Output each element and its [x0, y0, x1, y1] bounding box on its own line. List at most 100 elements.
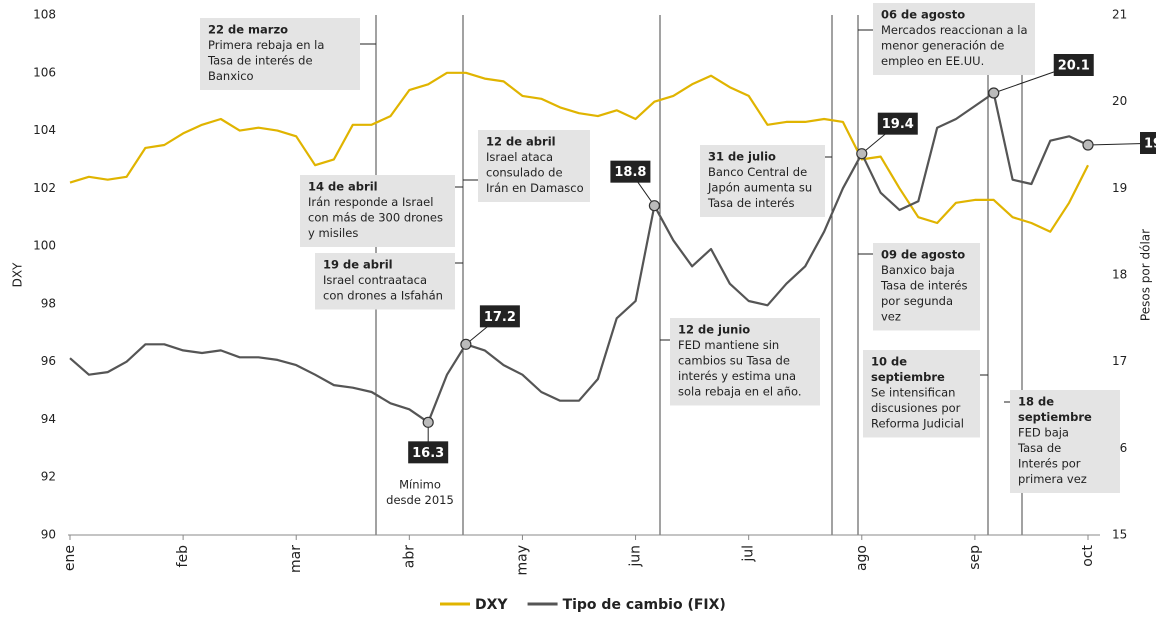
annotation-text: 14 de abril [308, 180, 378, 194]
data-point [988, 87, 1000, 99]
y-tick-label: 98 [41, 296, 56, 310]
data-label: 19.5 [1144, 137, 1156, 152]
annotation-text: empleo en EE.UU. [881, 54, 984, 68]
annotation-text: vez [881, 310, 901, 324]
annotation-text: Tasa de interés [880, 279, 968, 293]
annotation-text: Tasa de interés [707, 196, 795, 210]
y-tick-label: 92 [41, 470, 56, 484]
annotation-text: Primera rebaja en la [208, 38, 324, 52]
label-box [408, 441, 449, 464]
annotation-text: primera vez [1018, 472, 1087, 486]
annotation-text: menor generación de [881, 39, 1004, 53]
annotation-box [300, 175, 455, 247]
annotation-text: Irán responde a Israel [308, 195, 433, 209]
x-tick-label: jul [741, 545, 757, 563]
event-lines [375, 15, 1023, 535]
annotation-text: 31 de julio [708, 150, 776, 164]
x-tick-label: ene [62, 545, 78, 571]
data-point [648, 200, 661, 212]
y2-tick-label: 21 [1112, 8, 1127, 22]
annotation-text: y misiles [308, 226, 358, 240]
y-tick-label: 94 [41, 412, 56, 426]
annotation-text: interés y estima una [678, 369, 796, 383]
annotation-box [863, 350, 980, 438]
annotation-box [200, 18, 360, 90]
annotation-text: Banxico [208, 69, 254, 83]
x-tick-label: abr [401, 545, 417, 568]
annotation-box [478, 130, 590, 202]
y-tick-label: 106 [33, 65, 56, 79]
annotation-box [315, 253, 455, 310]
annotation-text: FED baja [1018, 426, 1069, 440]
annotation-text: 22 de marzo [208, 23, 288, 37]
x-tick-label: mar [288, 545, 304, 573]
data-label: 19.4 [882, 117, 914, 132]
y-tick-label: 104 [33, 123, 56, 137]
annotation-text: por segunda [881, 294, 953, 308]
data-point [460, 338, 472, 350]
data-label: 16.3 [412, 446, 444, 461]
y-tick-label: 100 [33, 239, 56, 253]
data-label: 20.1 [1058, 59, 1090, 74]
y2-axis-label: Pesos por dólar [1139, 229, 1153, 321]
y-tick-label: 96 [41, 354, 56, 368]
annotation-text: Reforma Judicial [871, 417, 964, 431]
annotation-text: consulado de [486, 166, 563, 180]
x-tick-label: feb [175, 545, 191, 568]
x-tick-label: jun [628, 545, 644, 568]
annotation-box [873, 243, 980, 331]
label-box [877, 112, 918, 135]
annotation-text: Interés por [1018, 457, 1081, 471]
x-tick-label: ago [854, 545, 870, 571]
y-tick-label: 108 [33, 8, 56, 22]
annotation-text: cambios su Tasa de [678, 354, 790, 368]
annotation-text: 12 de abril [486, 135, 556, 149]
y2-tick-label: 18 [1112, 268, 1127, 282]
annotation-text: Irán en Damasco [486, 181, 584, 195]
data-label: 18.8 [614, 165, 646, 180]
annotation-text: Mínimo [399, 478, 441, 492]
data-label: 17.2 [484, 310, 516, 325]
legend-label: Tipo de cambio (FIX) [563, 597, 726, 613]
y2-tick-label: 17 [1112, 354, 1127, 368]
series-line [69, 91, 1089, 424]
annotation-text: sola rebaja en el año. [678, 385, 802, 399]
label-box [610, 160, 651, 183]
y2-tick-label: 19 [1112, 181, 1127, 195]
annotation-text: 18 de [1018, 395, 1054, 409]
annotation-text: 10 de [871, 355, 907, 369]
annotation-text: septiembre [1018, 410, 1092, 424]
annotation-text: FED mantiene sin [678, 338, 779, 352]
annotation-text: Se intensifican [871, 386, 955, 400]
label-box [479, 305, 520, 328]
annotation-text: Israel contraataca [323, 273, 427, 287]
annotation-box [873, 3, 1035, 75]
annotation-box [700, 145, 825, 217]
series-line [69, 71, 1089, 233]
x-tick-label: oct [1080, 545, 1096, 567]
annotation-text: 12 de junio [678, 323, 750, 337]
annotation-text: Banco Central de [708, 165, 807, 179]
annotation-text: Israel ataca [486, 150, 553, 164]
y2-tick-label: 15 [1112, 528, 1127, 542]
annotation-text: Tasa de interés de [207, 54, 313, 68]
label-box [1053, 54, 1094, 76]
annotation-text: Mercados reaccionan a la [881, 23, 1028, 37]
y-tick-label: 102 [33, 181, 56, 195]
annotation-text: discusiones por [871, 401, 961, 415]
annotation-text: Japón aumenta su [707, 181, 812, 195]
x-tick-label: may [514, 545, 530, 576]
annotation-text: Tasa de [1017, 441, 1061, 455]
annotation-text: 19 de abril [323, 258, 393, 272]
data-point [1082, 139, 1094, 151]
y-axis-label: DXY [11, 262, 25, 287]
annotation-text: con más de 300 drones [308, 211, 443, 225]
annotation-text: 06 de agosto [881, 8, 965, 22]
annotation-text: Banxico baja [881, 263, 955, 277]
annotation-box [670, 318, 820, 406]
annotation-text: septiembre [871, 370, 945, 384]
y2-tick-label: 20 [1112, 94, 1127, 108]
label-box [1140, 132, 1156, 154]
annotation-text: 09 de agosto [881, 248, 965, 262]
